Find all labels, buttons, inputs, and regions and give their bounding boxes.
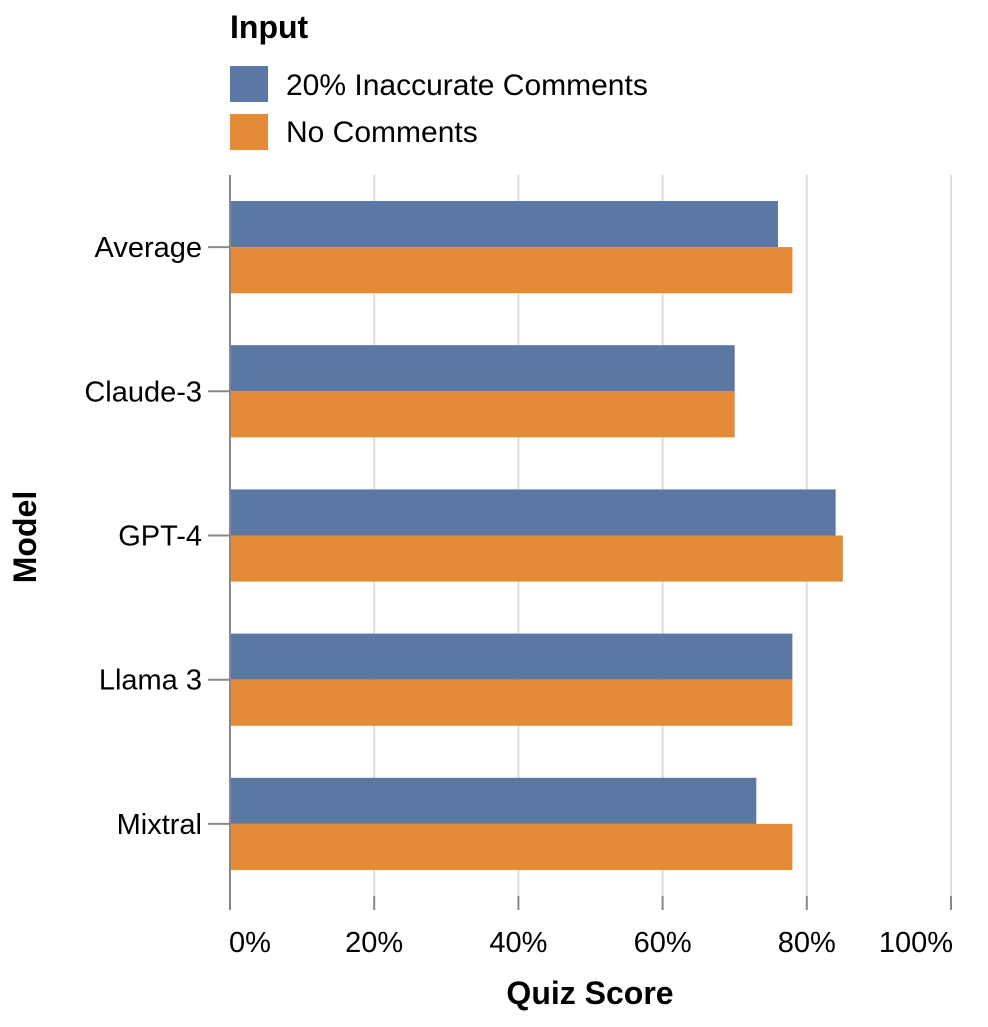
y-tick-label-claude-3: Claude-3 xyxy=(84,376,202,408)
legend-label-inaccurate-comments: 20% Inaccurate Comments xyxy=(286,69,648,102)
bar-llama-3-no-comments xyxy=(230,679,793,726)
y-tick-label-llama-3: Llama 3 xyxy=(99,665,202,697)
bar-claude-3-inaccurate-comments xyxy=(230,345,735,392)
x-tick-label-40: 40% xyxy=(489,927,547,959)
legend-title: Input xyxy=(230,9,309,45)
x-tick-label-0: 0% xyxy=(229,927,271,959)
legend-swatch-no-comments xyxy=(230,114,268,150)
x-axis-title: Quiz Score xyxy=(506,975,673,1011)
x-tick-label-80: 80% xyxy=(778,927,836,959)
x-tick-label-100: 100% xyxy=(879,927,953,959)
legend-swatch-inaccurate-comments xyxy=(230,66,268,102)
legend: Input 20% Inaccurate Comments No Comment… xyxy=(230,9,648,150)
bar-claude-3-no-comments xyxy=(230,391,735,438)
bar-mixtral-no-comments xyxy=(230,823,793,870)
x-tick-label-60: 60% xyxy=(634,927,692,959)
y-tick-label-gpt-4: GPT-4 xyxy=(118,521,202,553)
axes: 0% 20% 40% 60% 80% 100% Average Claude-3 GPT-4 Ll… xyxy=(84,175,953,959)
bar-average-no-comments xyxy=(230,247,793,294)
y-tick-label-mixtral: Mixtral xyxy=(117,809,202,841)
bar-average-inaccurate-comments xyxy=(230,201,778,248)
bars xyxy=(230,201,843,870)
y-axis-title: Model xyxy=(7,491,43,583)
bar-mixtral-inaccurate-comments xyxy=(230,777,757,824)
bar-gpt-4-inaccurate-comments xyxy=(230,489,836,536)
y-tick-label-average: Average xyxy=(95,232,203,264)
x-tick-label-20: 20% xyxy=(345,927,403,959)
bar-gpt-4-no-comments xyxy=(230,535,843,582)
legend-label-no-comments: No Comments xyxy=(286,116,478,149)
bar-llama-3-inaccurate-comments xyxy=(230,633,793,680)
